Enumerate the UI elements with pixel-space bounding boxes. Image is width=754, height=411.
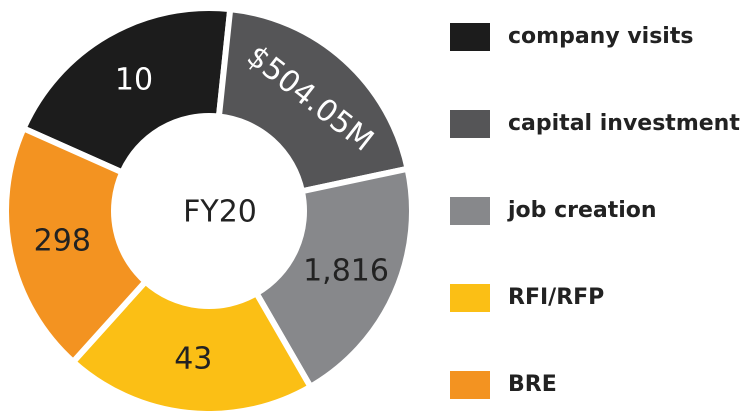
- donut-segment: [19, 5, 234, 177]
- legend-swatch: [450, 284, 490, 312]
- legend-swatch: [450, 197, 490, 225]
- donut-segment: [3, 124, 150, 367]
- legend-swatch: [450, 23, 490, 51]
- segment-label: 1,816: [303, 254, 389, 289]
- legend-label: capital investment: [508, 111, 740, 136]
- donut-segment: [215, 5, 412, 195]
- legend-label: job creation: [507, 198, 657, 223]
- center-label: FY20: [183, 195, 257, 230]
- segment-label: 43: [174, 342, 212, 377]
- legend-label: company visits: [508, 24, 693, 49]
- legend-swatch: [450, 371, 490, 399]
- donut-segment: [252, 165, 415, 391]
- segment-label: 10: [115, 63, 153, 98]
- segment-label: 298: [34, 224, 91, 259]
- legend-label: BRE: [508, 372, 557, 397]
- legend-label: RFI/RFP: [508, 285, 604, 310]
- legend-swatch: [450, 110, 490, 138]
